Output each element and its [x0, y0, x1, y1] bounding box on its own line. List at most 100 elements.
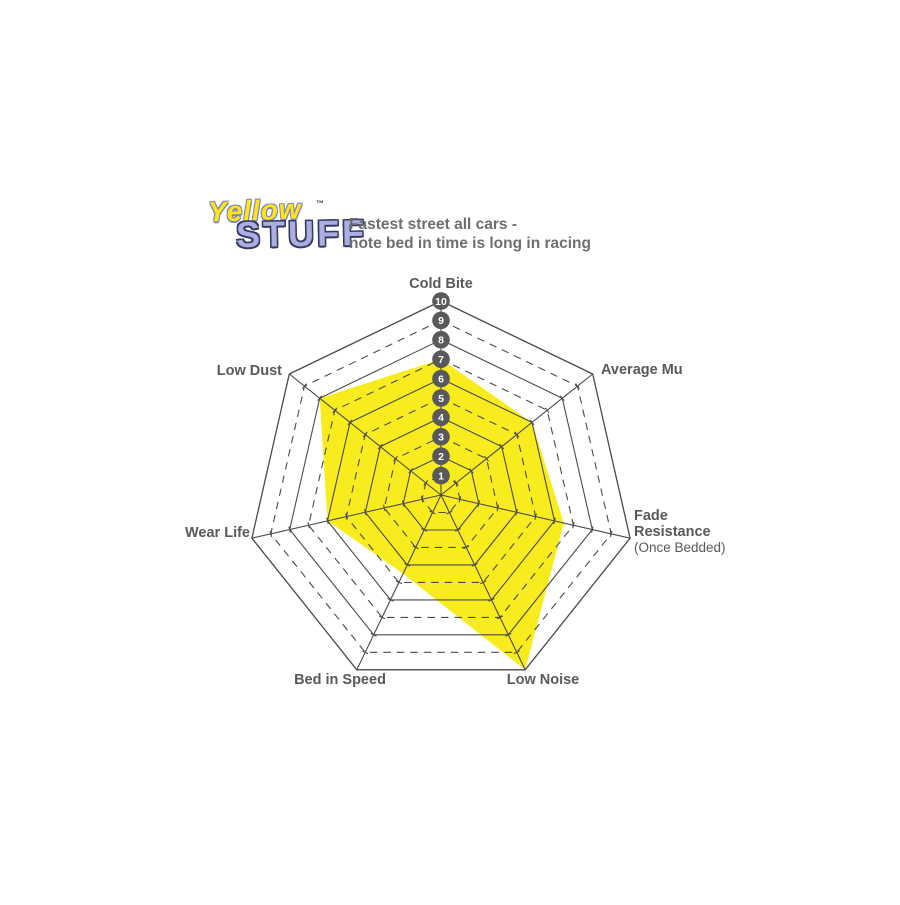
subtitle-line-1: Fastest street all cars - — [349, 216, 518, 233]
ring-tick — [302, 383, 307, 389]
ring-tick — [575, 383, 580, 389]
axis-sublabel: (Once Bedded) — [634, 540, 726, 555]
svg-text:6: 6 — [438, 373, 444, 385]
axis-label-wear-life: Wear Life — [185, 525, 250, 541]
scale-badge-2: 2 — [432, 447, 450, 466]
ring-tick — [515, 508, 518, 516]
axis-label-line: Fade — [634, 508, 668, 524]
ring-tick — [404, 563, 411, 567]
grid-ring-8 — [289, 339, 593, 636]
grid-ring-10 — [251, 300, 631, 671]
svg-text:10: 10 — [435, 296, 447, 308]
scale-badge-8: 8 — [432, 331, 450, 349]
scale-badge-4: 4 — [432, 408, 450, 427]
svg-text:7: 7 — [438, 354, 444, 366]
ring-tick — [393, 455, 398, 462]
svg-text:5: 5 — [438, 393, 444, 405]
ring-tick — [412, 545, 419, 550]
ring-tick — [362, 650, 369, 655]
axis-label-line: Low Noise — [506, 672, 580, 688]
ring-tick — [423, 480, 429, 486]
scale-badge-5: 5 — [432, 389, 450, 407]
axis-label-bed-in-speed: Bed in Speed — [294, 672, 386, 688]
ring-tick — [471, 563, 478, 567]
ring-tick — [454, 528, 461, 532]
axis-label-low-noise: Low Noise — [507, 672, 580, 688]
axis-label-line: Wear Life — [184, 525, 250, 541]
grid-ring-6 — [326, 377, 556, 601]
ring-tick — [269, 530, 273, 538]
ring-tick — [395, 580, 403, 585]
grid-ring-9 — [270, 319, 612, 653]
ring-tick — [477, 500, 481, 507]
ring-tick — [499, 443, 505, 450]
ring-tick — [317, 395, 323, 402]
series-polygon — [319, 359, 564, 670]
axis-label-line: Average Mu — [601, 362, 683, 378]
axis-label-fade-resistance: Fade Resistance (Once Bedded) — [634, 508, 726, 556]
axis-label-line: Cold Bite — [409, 276, 473, 292]
grid-ring-7 — [308, 358, 574, 618]
ring-tick — [420, 496, 424, 503]
scale-badge-3: 3 — [432, 428, 450, 446]
svg-text:9: 9 — [438, 315, 444, 327]
ring-tick — [544, 407, 550, 414]
ring-tick — [401, 500, 405, 507]
ring-tick — [572, 521, 575, 529]
ring-tick — [347, 419, 353, 426]
grid-ring-3 — [383, 436, 499, 548]
ring-tick — [458, 496, 462, 503]
yellowstuff-logo: Yellow ™ STUFF — [200, 193, 367, 268]
svg-text:4: 4 — [438, 412, 444, 424]
scale-badge-1: 1 — [432, 466, 450, 485]
ring-tick — [429, 510, 436, 515]
ring-tick — [514, 431, 520, 438]
ring-tick — [332, 407, 338, 414]
ring-tick — [364, 508, 367, 516]
ring-tick — [382, 504, 386, 512]
scale-badge-7: 7 — [432, 350, 450, 369]
grid-ring-5 — [345, 397, 537, 583]
ring-tick — [553, 517, 556, 525]
ring-tick — [591, 526, 594, 533]
scale-badge-9: 9 — [432, 311, 450, 330]
scale-badge-10: 10 — [432, 292, 450, 310]
ring-tick — [463, 545, 470, 550]
ring-tick — [387, 598, 394, 602]
svg-text:3: 3 — [438, 432, 444, 444]
axis-label-line: Bed in Speed — [294, 672, 386, 688]
ring-tick — [609, 530, 613, 538]
ring-tick — [453, 480, 459, 486]
ring-tick — [446, 510, 453, 515]
ring-tick — [307, 521, 310, 529]
ring-tick — [484, 455, 489, 462]
subtitle-line-2: note bed in time is long in racing — [349, 235, 591, 252]
axis-label-average-mu: Average Mu — [601, 362, 683, 378]
svg-text:8: 8 — [438, 335, 444, 347]
grid-ring-1 — [421, 474, 461, 514]
ring-tick — [408, 467, 414, 474]
svg-text:2: 2 — [438, 451, 444, 463]
ring-tick — [505, 632, 512, 637]
ring-tick — [378, 615, 386, 620]
ring-tick — [496, 504, 500, 512]
ring-tick — [488, 598, 495, 602]
axis-label-low-dust: Low Dust — [217, 363, 282, 379]
scale-badge-6: 6 — [432, 369, 450, 388]
ring-tick — [513, 650, 520, 655]
ring-tick — [377, 443, 383, 450]
ring-tick — [326, 517, 329, 525]
ring-tick — [362, 431, 368, 438]
ring-tick — [496, 615, 504, 620]
trademark-symbol: ™ — [316, 199, 324, 208]
svg-text:1: 1 — [438, 470, 444, 482]
grid-ring-4 — [364, 416, 518, 566]
axis-label-cold-bite: Cold Bite — [409, 276, 473, 292]
ring-tick — [370, 632, 377, 637]
ring-tick — [559, 395, 565, 402]
chart-subtitle: Fastest street all cars - note bed in ti… — [349, 215, 591, 253]
ring-tick — [345, 513, 348, 520]
ring-tick — [468, 467, 474, 474]
